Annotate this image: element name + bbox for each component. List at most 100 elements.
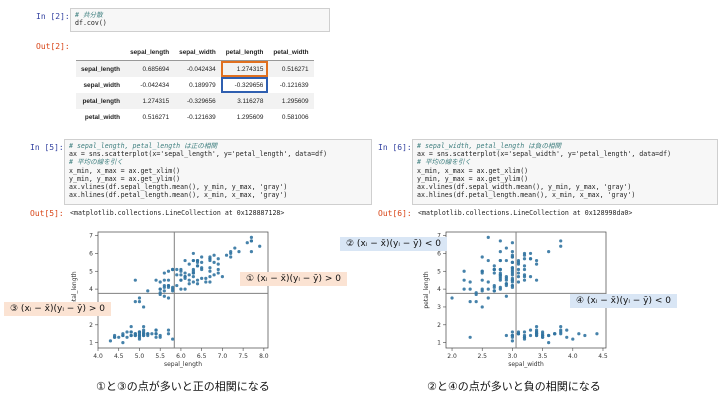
scatter-point [191,251,195,256]
x-axis-label: sepal_width [508,361,544,368]
scatter-point [108,339,113,343]
caption-negative-correlation: ②と④の点が多いと負の相関になる [427,380,601,393]
scatter-point [112,335,117,339]
scatter-point [528,275,533,279]
y-tick-label: 4 [437,286,441,293]
x-tick-label: 3.5 [538,353,548,360]
scatter-point [216,271,220,275]
scatter-point [187,282,191,286]
scatter-point [522,278,527,282]
scatter-point [547,250,551,254]
scatter-point [146,289,150,293]
annotation-quadrant-4: ④ (xᵢ − x̄)(yᵢ − ȳ) < 0 [570,294,678,308]
scatter-point [462,278,466,282]
row-header: petal_length [82,97,121,105]
annotation-quadrant-3: ③ (xᵢ − x̄)(yᵢ − ȳ) > 0 [4,302,112,316]
scatter-point [166,332,171,336]
scatter-plot-sepal-length: 4.04.55.05.56.06.57.07.58.01234567sepal_… [71,231,269,368]
scatter-point [486,296,490,300]
scatter-point [216,257,220,261]
scatter-point [208,275,212,279]
row-header: sepal_width [83,81,121,89]
scatter-point [504,275,508,279]
scatter-point [510,283,515,288]
scatter-point [516,267,521,272]
scatter-point [516,275,521,279]
scatter-point [528,333,533,338]
table-cell: 0.516271 [142,113,170,121]
scatter-point [200,266,204,270]
table-row: sepal_length 0.685694 -0.042434 1.274315… [76,60,314,77]
scatter-point [595,332,599,336]
cell-6-line: ax = sns.scatterplot(x='sepal_width', y=… [417,150,672,159]
scatter-point [146,332,150,336]
cell-5-code-editor[interactable]: # sepal_length, petal_length は正の相関 ax = … [64,139,372,205]
table-cell: -0.121639 [279,81,309,89]
cell-5-line: ax = sns.scatterplot(x='sepal_length', y… [69,150,328,159]
scatter-point [183,276,187,280]
scatter-point [492,271,496,275]
scatter-point [462,269,466,273]
scatter-point [498,285,502,289]
scatter-point [154,328,158,332]
scatter-point [224,253,229,257]
scatter-point [486,280,490,284]
scatter-point [245,241,249,245]
scatter-point [450,296,454,300]
scatter-point [522,264,527,268]
scatter-point [195,278,200,282]
scatter-point [522,273,527,277]
scatter-point [522,333,527,338]
scatter-point [522,253,527,257]
scatter-point [510,339,515,343]
table-cell: 0.189979 [189,81,216,89]
x-tick-label: 7.5 [238,353,248,360]
table-cell: 1.274315 [142,97,170,105]
scatter-point [498,258,502,263]
scatter-point [179,278,183,282]
scatter-point [229,251,233,256]
y-tick-label: 4 [89,286,93,293]
cell-6-code-editor[interactable]: # sepal_width, petal_length は負の相関 ax = s… [412,139,718,205]
scatter-point [166,278,171,282]
scatter-point [480,278,484,282]
scatter-point [216,267,220,272]
scatter-point [498,267,502,272]
table-row: petal_width 0.516271 -0.121639 1.295609 … [76,109,314,125]
row-header: petal_width [84,113,121,121]
plot-area [445,231,607,349]
covariance-table: sepal_length sepal_width petal_length pe… [76,44,314,125]
scatter-point [516,262,521,266]
scatter-point [212,260,216,264]
scatter-point [510,250,515,254]
scatter-point [191,275,195,279]
scatter-point [492,264,496,268]
table-cell: -0.329656 [186,97,216,105]
scatter-point [510,330,515,334]
scatter-point [559,239,563,243]
cell-5-line: # sepal_length, petal_length は正の相関 [69,142,218,150]
scatter-point [522,267,527,272]
cell-5-output: <matplotlib.collections.LineCollection a… [70,209,285,217]
scatter-point [142,324,146,329]
x-tick-label: 4.0 [568,353,578,360]
x-tick-label: 2.0 [447,353,457,360]
y-tick-label: 7 [89,233,93,240]
cell-2-code-line: df.cov() [75,19,107,28]
scatter-point [516,271,521,275]
scatter-point [534,332,539,336]
row-header: sepal_length [81,65,121,73]
scatter-point [175,273,179,277]
x-tick-label: 4.5 [114,353,124,360]
x-tick-label: 5.0 [135,353,145,360]
scatter-point [212,253,216,257]
table-row: sepal_width -0.042434 0.189979 -0.329656… [76,77,314,93]
cell-2-code-editor[interactable]: # 共分散 df.cov() [70,8,330,32]
scatter-point [183,287,187,291]
scatter-point [486,235,490,239]
y-tick-label: 5 [89,268,93,275]
scatter-point [137,300,142,304]
scatter-point [133,278,137,282]
scatter-plot-sepal-width: 2.0 2.5 3.0 3.5 4.0 4.5 1 2 3 4 5 6 7 sepal_width peta… [423,231,608,368]
scatter-point [166,296,171,300]
